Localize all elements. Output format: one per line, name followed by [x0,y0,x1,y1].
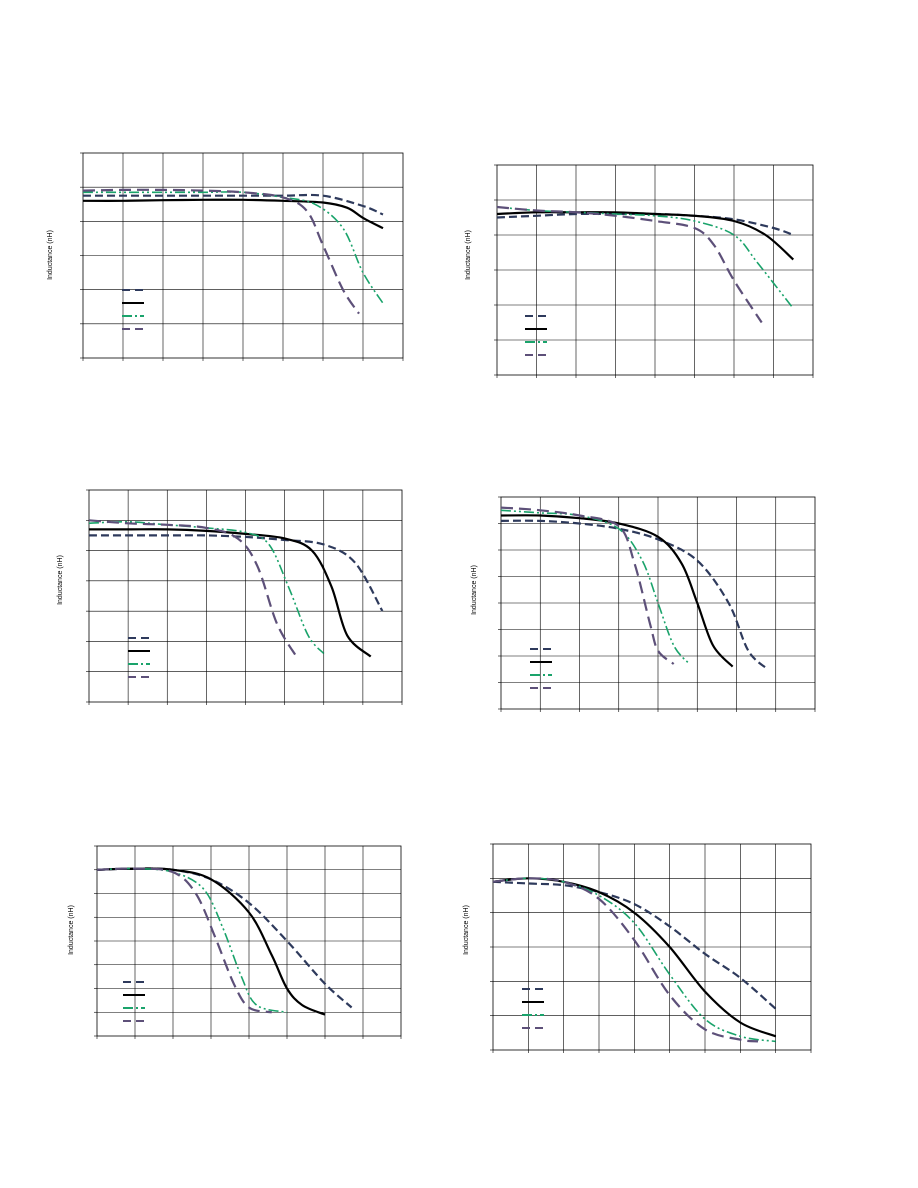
series-line-4 [82,188,360,315]
y-axis-label: Inductance (nH) [465,230,472,280]
y-axis-label: Inductance (nH) [471,565,478,615]
series-line-2 [82,198,384,230]
series-line-1 [88,534,384,612]
chart-2: Inductance (nH) [465,164,814,378]
series-line-1 [492,880,777,1010]
series-line-2 [89,528,372,658]
series-line-3 [88,520,325,655]
y-axis-label: Inductance (nH) [68,905,75,955]
series-line-4 [496,205,763,324]
series-line-4 [492,877,759,1043]
series-line-1 [500,519,769,671]
series-line-2 [500,514,734,668]
series-line-2 [496,211,795,261]
y-axis-label: Inductance (nH) [463,905,470,955]
series-line-3 [492,877,776,1043]
series-line-1 [82,193,384,216]
chart-5: Inductance (nH) [68,845,402,1039]
series-line-4 [88,519,298,658]
series-line-4 [500,506,675,665]
chart-3: Inductance (nH) [57,489,403,705]
chart-6: Inductance (nH) [463,843,812,1053]
series-line-3 [496,206,794,309]
chart-1: Inductance (nH) [47,152,404,361]
series-line-4 [96,867,273,1014]
series-line-3 [500,509,691,665]
y-axis-label: Inductance (nH) [57,555,64,605]
chart-4: Inductance (nH) [471,496,816,712]
y-axis-label: Inductance (nH) [47,230,54,280]
